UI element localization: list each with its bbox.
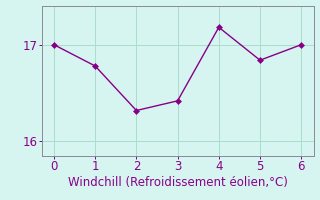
X-axis label: Windchill (Refroidissement éolien,°C): Windchill (Refroidissement éolien,°C) [68, 176, 288, 189]
